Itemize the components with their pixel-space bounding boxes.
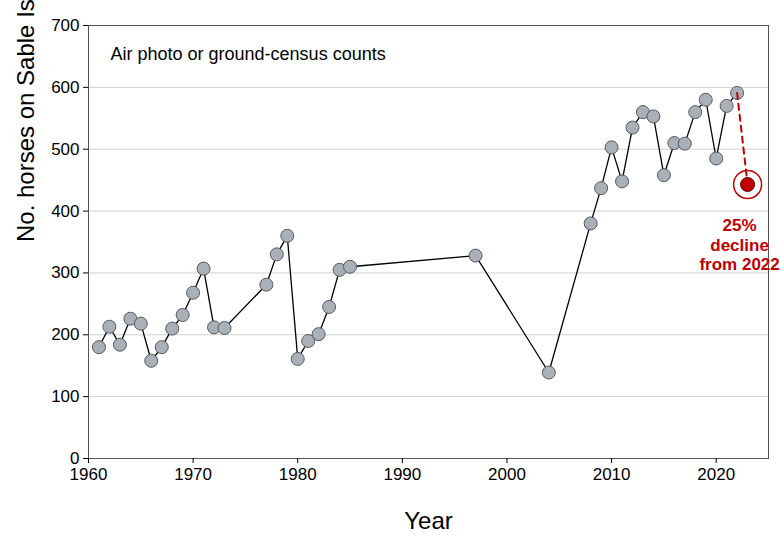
svg-text:1960: 1960 <box>69 464 108 484</box>
svg-text:No. horses on Sable Island: No. horses on Sable Island <box>12 0 39 242</box>
svg-text:2010: 2010 <box>593 465 631 484</box>
svg-text:200: 200 <box>51 325 79 344</box>
svg-text:25%declinefrom 2022: 25%declinefrom 2022 <box>699 216 779 274</box>
svg-text:2020: 2020 <box>697 465 735 484</box>
svg-text:Air photo or ground-census cou: Air photo or ground-census counts <box>111 44 386 64</box>
svg-text:300: 300 <box>51 263 79 282</box>
svg-text:0: 0 <box>70 449 79 468</box>
svg-text:600: 600 <box>51 78 79 97</box>
svg-text:1970: 1970 <box>174 465 212 484</box>
svg-text:Year: Year <box>404 507 453 534</box>
svg-text:1990: 1990 <box>383 465 421 484</box>
svg-text:100: 100 <box>51 387 79 406</box>
svg-text:1980: 1980 <box>279 465 317 484</box>
svg-text:400: 400 <box>51 202 79 221</box>
svg-text:2000: 2000 <box>488 465 526 484</box>
svg-text:700: 700 <box>51 16 79 35</box>
svg-text:500: 500 <box>51 140 79 159</box>
